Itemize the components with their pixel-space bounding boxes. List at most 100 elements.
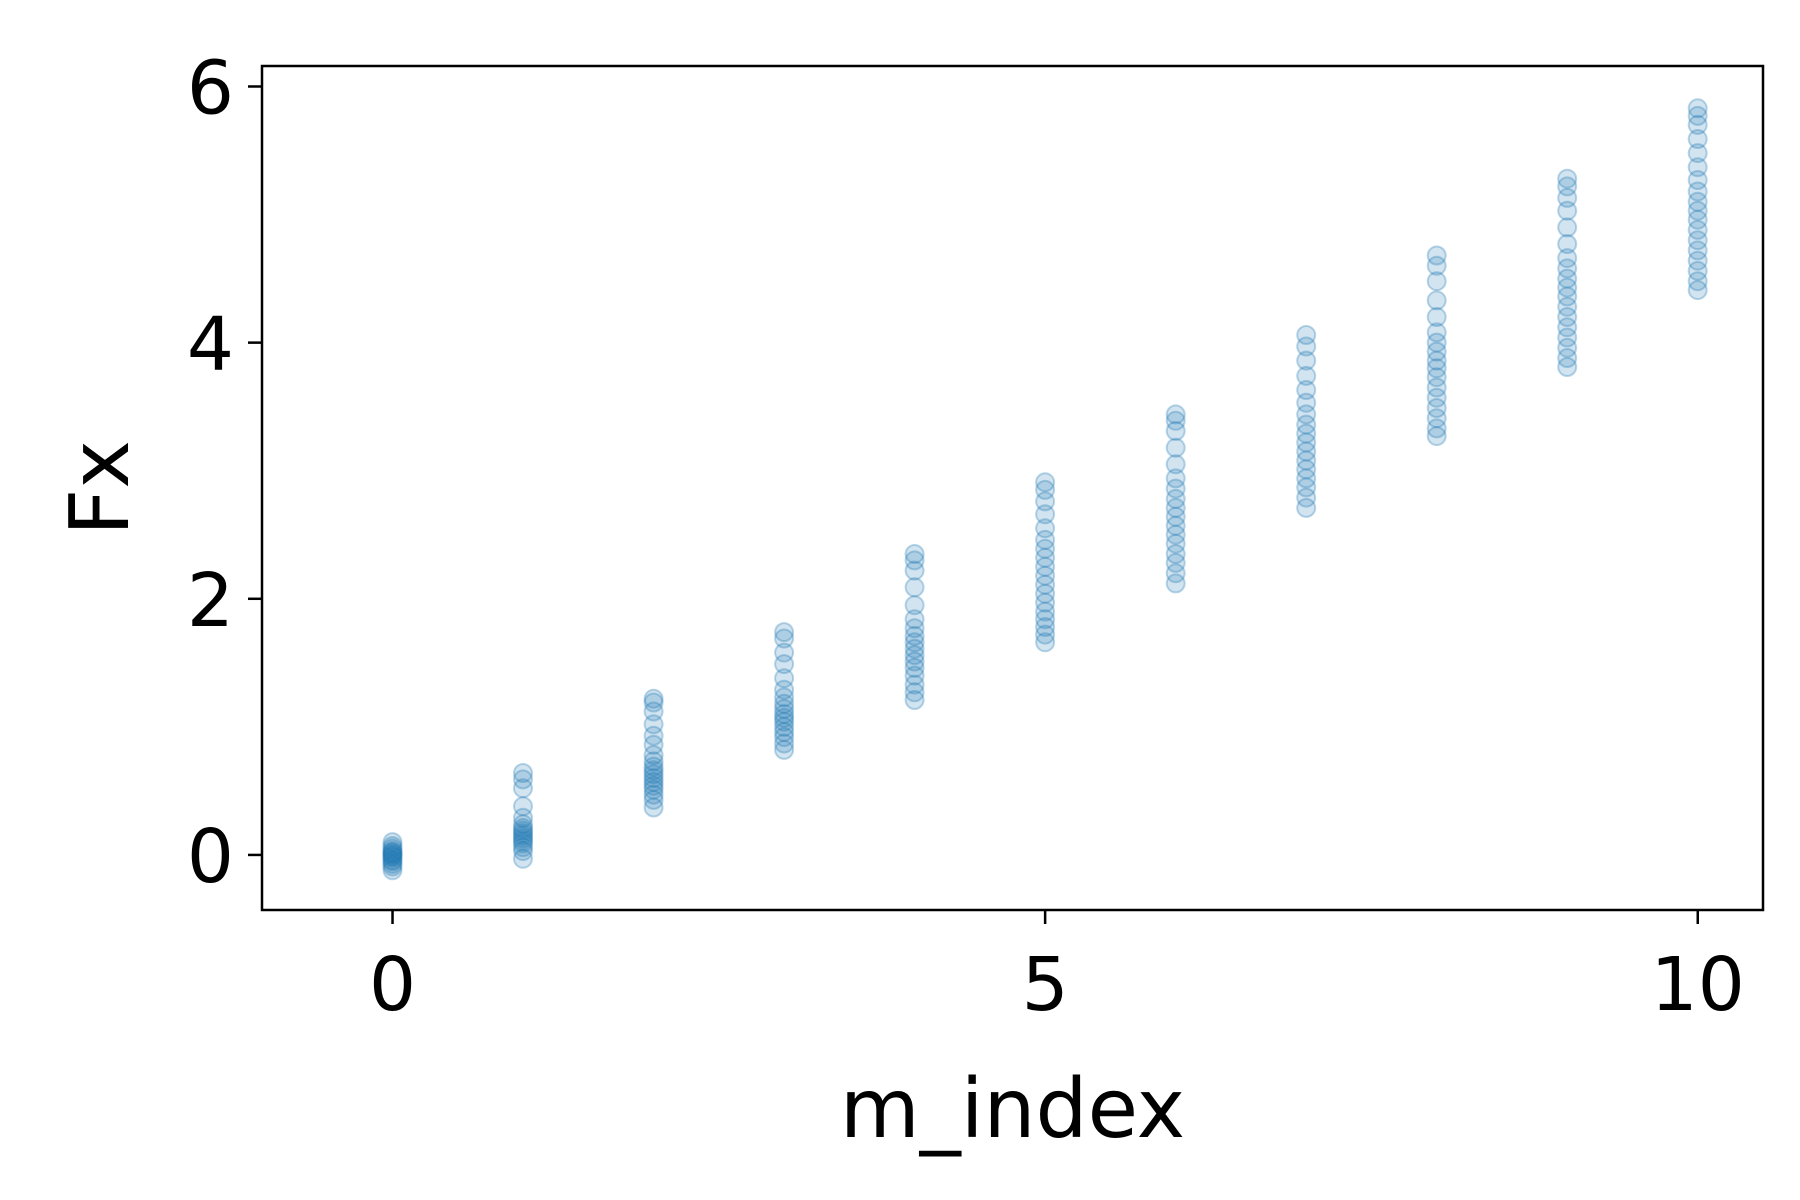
data-point	[382, 838, 403, 859]
data-point	[382, 844, 403, 865]
y-tick-label: 0	[187, 814, 234, 900]
data-point	[1557, 248, 1578, 269]
y-axis-label: Fx	[53, 440, 148, 536]
data-point	[1687, 105, 1708, 126]
data-point	[1296, 450, 1317, 471]
data-point	[1426, 408, 1447, 429]
data-point	[643, 760, 664, 781]
data-point	[1426, 341, 1447, 362]
data-point	[1296, 477, 1317, 498]
data-point	[643, 692, 664, 713]
data-point	[513, 769, 533, 790]
data-point	[513, 807, 533, 828]
data-point	[382, 836, 403, 856]
data-point	[1557, 258, 1578, 279]
data-point	[1035, 556, 1056, 577]
data-point	[1557, 200, 1578, 221]
x-tick-label: 5	[1022, 942, 1069, 1028]
data-point	[1557, 337, 1578, 358]
data-point	[1687, 129, 1708, 149]
data-point	[513, 830, 533, 851]
data-point	[513, 848, 533, 869]
data-point	[1687, 280, 1708, 301]
data-point	[1296, 380, 1317, 400]
data-point	[1165, 410, 1186, 431]
data-point	[1296, 414, 1317, 435]
data-point	[1165, 404, 1186, 425]
data-point	[513, 828, 533, 849]
data-point	[1035, 518, 1056, 539]
data-point	[774, 668, 795, 689]
data-point	[1296, 365, 1317, 386]
data-point	[774, 722, 795, 742]
data-point	[1035, 547, 1056, 568]
data-point	[382, 832, 403, 853]
data-point	[904, 550, 925, 571]
data-point	[774, 654, 795, 675]
data-point	[513, 778, 533, 799]
data-point	[1035, 583, 1056, 604]
data-point	[774, 727, 795, 748]
data-point	[382, 841, 403, 862]
data-point	[1687, 98, 1708, 119]
data-point	[774, 628, 795, 649]
data-point	[1426, 271, 1447, 292]
data-point	[1426, 418, 1447, 439]
data-point	[1426, 426, 1447, 447]
data-point	[513, 825, 533, 846]
x-tick-label: 0	[369, 942, 416, 1028]
ticks-layer: 0 5 10 0 2 4 6	[187, 45, 1745, 1028]
data-point	[1035, 491, 1056, 512]
data-point	[1426, 290, 1447, 311]
data-point	[1557, 307, 1578, 327]
data-point	[1426, 332, 1447, 353]
data-point	[1296, 432, 1317, 453]
data-point	[1426, 322, 1447, 343]
data-point	[774, 679, 795, 700]
data-point	[774, 642, 795, 663]
data-point	[1557, 168, 1578, 189]
data-point	[1687, 260, 1708, 281]
data-point	[643, 734, 664, 755]
data-point	[1296, 423, 1317, 444]
data-point	[904, 665, 925, 686]
data-point	[643, 725, 664, 746]
data-point	[774, 739, 795, 760]
data-point	[1165, 454, 1186, 475]
data-point	[1165, 544, 1186, 564]
data-point	[1165, 437, 1186, 458]
data-point	[1296, 350, 1317, 371]
data-point	[1296, 392, 1317, 413]
plot-frame	[260, 64, 1765, 912]
data-point	[1557, 327, 1578, 348]
data-point	[774, 693, 795, 714]
data-point	[774, 711, 795, 732]
data-point	[904, 645, 925, 666]
data-point	[1557, 348, 1578, 368]
data-point	[1296, 336, 1317, 357]
data-point	[382, 843, 403, 864]
data-point	[904, 674, 925, 695]
data-point	[382, 851, 403, 872]
data-point	[904, 682, 925, 703]
data-point	[513, 818, 533, 838]
data-point	[643, 701, 664, 722]
data-point	[1296, 487, 1317, 508]
y-tick-label: 2	[187, 558, 234, 644]
data-point	[1687, 191, 1708, 212]
data-point	[382, 846, 403, 867]
data-point	[513, 796, 533, 817]
data-point	[1557, 296, 1578, 317]
data-point	[643, 789, 664, 810]
data-point	[382, 847, 403, 868]
data-point	[382, 850, 403, 871]
data-point	[1035, 592, 1056, 613]
data-point	[1165, 524, 1186, 545]
data-point	[643, 751, 664, 772]
data-point	[904, 651, 925, 672]
data-point	[904, 632, 925, 653]
data-point	[643, 779, 664, 800]
data-point	[1165, 563, 1186, 584]
data-point	[382, 842, 403, 863]
